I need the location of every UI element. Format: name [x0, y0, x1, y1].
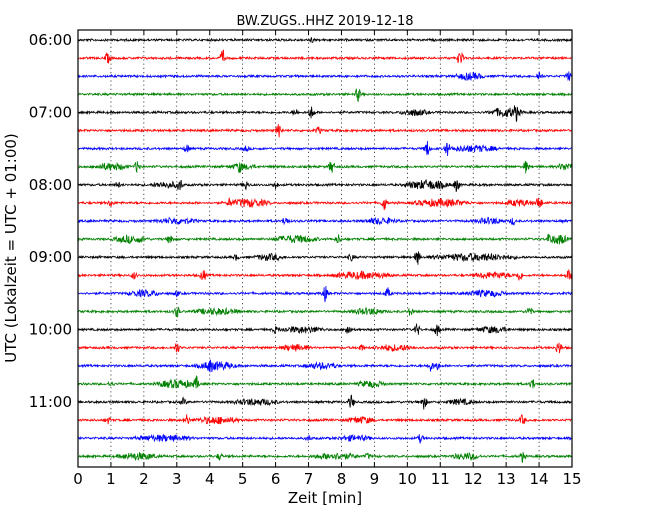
trace-lines [77, 37, 573, 463]
x-tick-label: 13 [497, 470, 516, 488]
vertical-gridlines [110, 30, 540, 467]
trace-line [77, 375, 573, 389]
trace-line [77, 359, 573, 373]
trace-line [77, 37, 573, 44]
x-tick-label: 12 [464, 470, 483, 488]
y-tick-label: 08:00 [29, 176, 72, 194]
x-tick-label: 11 [431, 470, 450, 488]
trace-line [77, 268, 573, 281]
x-tick-label: 8 [337, 470, 347, 488]
trace-line [77, 414, 573, 425]
x-tick-label: 0 [73, 470, 83, 488]
trace-line [77, 178, 573, 193]
x-tick-label: 3 [172, 470, 182, 488]
chart-title: BW.ZUGS..HHZ 2019-12-18 [236, 14, 413, 29]
trace-line [77, 251, 573, 265]
x-tick-label: 5 [238, 470, 248, 488]
x-tick-label: 6 [271, 470, 281, 488]
y-axis-label: UTC (Lokalzeit = UTC + 01:00) [2, 133, 20, 363]
trace-line [77, 306, 573, 318]
y-tick-label: 11:00 [29, 393, 72, 411]
x-tick-label: 7 [304, 470, 314, 488]
trace-line [77, 451, 573, 463]
plot-frame [77, 29, 573, 468]
y-tick-label: 09:00 [29, 248, 72, 266]
x-tick-label: 9 [370, 470, 380, 488]
trace-line [77, 286, 573, 303]
trace-line [77, 71, 573, 81]
x-tick-label: 10 [398, 470, 417, 488]
trace-line [77, 394, 573, 410]
x-tick-label: 2 [139, 470, 149, 488]
x-tick-label: 14 [530, 470, 549, 488]
trace-line [77, 160, 573, 174]
y-tick-label: 10:00 [29, 321, 72, 339]
trace-line [77, 197, 573, 211]
trace-line [77, 49, 573, 64]
trace-line [77, 124, 573, 138]
trace-line [77, 140, 573, 157]
trace-line [77, 216, 573, 226]
trace-line [77, 433, 573, 444]
trace-line [77, 342, 573, 354]
x-tick-label: 4 [205, 470, 215, 488]
trace-line [77, 105, 573, 122]
axis-ticks: 0 1 2 3 4 5 6 7 8 9 10 11 12 13 14 1506:0007:0008:0009:… [29, 30, 582, 488]
trace-line [77, 88, 573, 103]
y-tick-label: 06:00 [29, 31, 72, 49]
trace-line [77, 233, 573, 245]
x-tick-label: 1 [106, 470, 116, 488]
x-tick-label: 15 [562, 470, 581, 488]
trace-line [77, 323, 573, 337]
y-tick-label: 07:00 [29, 103, 72, 121]
x-axis-label: Zeit [min] [288, 489, 362, 507]
